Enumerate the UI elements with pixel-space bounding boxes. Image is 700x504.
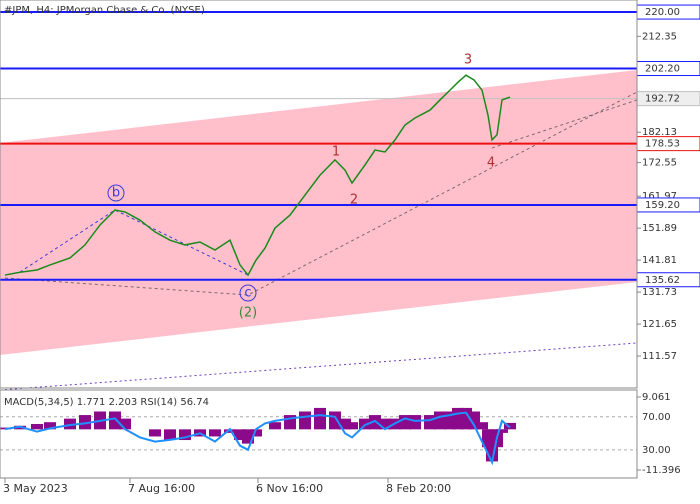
macd-bar xyxy=(339,418,351,430)
rsi-line xyxy=(4,411,511,466)
y-tick-label: 161.97 xyxy=(642,191,677,202)
trend-line xyxy=(0,342,638,391)
level-label: 159.20 xyxy=(645,200,680,211)
macd-bar xyxy=(496,429,508,433)
wave-line xyxy=(491,99,638,149)
wave-label: 1 xyxy=(332,145,340,160)
macd-bar xyxy=(379,418,391,430)
macd-bar xyxy=(179,429,191,441)
y-tick-label: 9.061 xyxy=(642,392,671,403)
macd-bar xyxy=(346,422,358,430)
x-tick-label: 8 Feb 20:00 xyxy=(386,482,451,495)
wave-line xyxy=(19,209,249,276)
price-line xyxy=(4,74,511,277)
macd-bar xyxy=(109,411,121,430)
y2-tick-label: 70.00 xyxy=(642,412,671,423)
wave-label: (2) xyxy=(239,306,257,321)
indicator-title: MACD(5,34,5) 1.771 2.203 RSI(14) 56.74 xyxy=(4,397,209,408)
y2-tick-label: 30.00 xyxy=(642,445,671,456)
level-label: 135.62 xyxy=(645,275,680,286)
y-tick-label: 151.89 xyxy=(642,223,677,234)
channel xyxy=(0,70,637,355)
y-tick-label: 141.81 xyxy=(642,255,677,266)
macd-bar xyxy=(250,429,262,437)
x-tick-label: 6 Nov 16:00 xyxy=(256,482,323,495)
macd-bar xyxy=(149,429,161,437)
y-tick-label: -11.396 xyxy=(642,465,681,476)
macd-bar xyxy=(209,429,221,437)
y-tick-label: 121.65 xyxy=(642,319,677,330)
macd-bar xyxy=(164,429,176,441)
wave-line xyxy=(4,91,638,296)
macd-bar xyxy=(476,422,488,430)
y-tick-label: 111.57 xyxy=(642,351,677,362)
macd-bar xyxy=(314,407,326,430)
macd-bar xyxy=(504,422,516,430)
wave-label: 3 xyxy=(464,53,472,68)
y-tick-label: 131.73 xyxy=(642,287,677,298)
wave-label: c xyxy=(244,286,251,301)
chart-title: #JPM, H4: JPMorgan Chase & Co. (NYSE) xyxy=(4,5,205,16)
level-label: 220.00 xyxy=(645,7,680,18)
x-tick-label: 7 Aug 16:00 xyxy=(128,482,195,495)
y-tick-label: 212.35 xyxy=(642,31,677,42)
macd-bar xyxy=(224,429,236,433)
wave-circle xyxy=(107,184,125,202)
macd-bar xyxy=(299,411,311,430)
main-frame xyxy=(0,0,638,389)
wave-label: 4 xyxy=(487,156,495,171)
level-label: 192.72 xyxy=(645,94,680,105)
wave-circle xyxy=(239,284,257,302)
macd-bar xyxy=(31,423,43,430)
plot: 212.35 182.13 172.55 161.97 151.89 141.81 131.… xyxy=(0,4,700,495)
macd-bar xyxy=(79,415,91,430)
macd-bar xyxy=(234,429,246,441)
macd-bar xyxy=(44,422,56,430)
level-label: 202.20 xyxy=(645,64,680,75)
indicator-frame xyxy=(0,389,638,479)
macd-bar xyxy=(409,415,421,430)
y-tick-label: 172.55 xyxy=(642,158,677,169)
wave-label: b xyxy=(112,186,120,201)
macd-bar xyxy=(269,422,281,430)
level-label: 178.53 xyxy=(645,139,680,150)
macd-bar xyxy=(64,418,76,430)
y-tick-label: 182.13 xyxy=(642,127,677,138)
wave-label: 2 xyxy=(350,193,358,208)
macd-bar xyxy=(119,418,131,430)
x-tick-label: 3 May 2023 xyxy=(3,482,68,495)
